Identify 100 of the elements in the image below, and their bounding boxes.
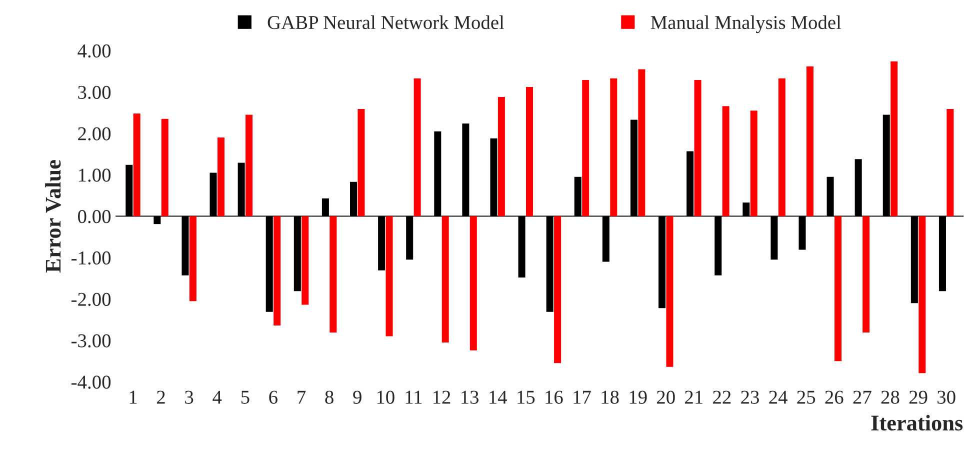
x-tick-label: 8	[325, 390, 334, 404]
y-tick-label: -4.00	[72, 376, 111, 389]
x-tick-label: 23	[741, 390, 759, 404]
x-tick-label: 14	[490, 390, 508, 404]
bar	[806, 66, 814, 216]
bar	[862, 216, 870, 333]
bar	[238, 162, 245, 216]
bar	[518, 216, 526, 278]
bar	[574, 176, 582, 216]
bar	[750, 110, 758, 216]
x-tick-label: 3	[185, 390, 194, 404]
bar	[274, 216, 281, 326]
bar	[182, 216, 189, 276]
bar	[778, 78, 786, 216]
bar	[378, 216, 386, 270]
bar	[462, 123, 470, 216]
bar	[386, 216, 393, 336]
bar	[882, 114, 890, 216]
bar	[189, 216, 196, 302]
y-axis-title: Error Value	[45, 160, 61, 273]
x-tick-label: 24	[769, 390, 788, 404]
bar	[414, 78, 421, 216]
bar	[890, 61, 898, 216]
bar	[350, 182, 358, 216]
x-tick-label: 2	[157, 390, 165, 404]
bar	[322, 198, 329, 216]
bar	[582, 80, 590, 216]
bar	[246, 114, 253, 216]
bar	[610, 78, 618, 216]
bar	[694, 80, 702, 216]
x-tick-label: 7	[298, 390, 306, 404]
x-tick-label: 20	[657, 390, 675, 404]
bar	[266, 216, 273, 312]
bar	[658, 216, 666, 308]
bar	[742, 202, 750, 216]
x-tick-label: 6	[269, 390, 278, 404]
bar	[722, 106, 730, 216]
bar	[154, 216, 161, 224]
y-tick-label: -1.00	[72, 251, 111, 265]
x-axis-title: Iterations	[871, 414, 963, 431]
y-tick-label: 4.00	[78, 44, 111, 58]
bar	[330, 216, 337, 333]
bar	[294, 216, 301, 292]
bar	[854, 159, 862, 216]
y-tick-label: 0.00	[78, 210, 111, 224]
bar	[938, 216, 946, 292]
bar	[442, 216, 449, 342]
x-tick-label: 30	[938, 390, 956, 404]
x-tick-label: 29	[909, 390, 928, 404]
bar	[470, 216, 477, 350]
bar	[498, 96, 505, 216]
bar	[770, 216, 778, 260]
bar	[133, 114, 140, 216]
x-tick-label: 17	[574, 390, 591, 404]
bar	[910, 216, 918, 304]
bar	[714, 216, 722, 276]
x-tick-label: 19	[630, 390, 647, 404]
bar	[798, 216, 806, 250]
y-tick-label: -3.00	[72, 334, 111, 348]
x-tick-label: 1	[130, 390, 137, 404]
bar	[406, 216, 414, 260]
x-tick-label: 15	[518, 390, 535, 404]
bar	[666, 216, 674, 367]
x-tick-label: 27	[853, 390, 872, 404]
bar	[630, 120, 638, 216]
x-tick-label: 5	[241, 390, 250, 404]
bar	[490, 138, 498, 216]
bar	[434, 131, 442, 216]
x-tick-label: 13	[462, 390, 479, 404]
x-tick-label: 11	[406, 390, 422, 404]
bar	[918, 216, 926, 374]
x-tick-label: 28	[881, 390, 900, 404]
bar	[358, 108, 365, 216]
x-tick-label: 16	[546, 390, 563, 404]
bar	[161, 118, 168, 216]
x-tick-label: 25	[797, 390, 816, 404]
x-tick-label: 21	[685, 390, 702, 404]
x-tick-label: 18	[602, 390, 619, 404]
x-tick-label: 10	[377, 390, 394, 404]
bar	[126, 164, 133, 216]
y-tick-label: 2.00	[78, 127, 111, 140]
legend-label: GABP Neural Network Model	[268, 15, 504, 30]
bar	[554, 216, 562, 364]
x-tick-label: 22	[713, 390, 731, 404]
y-tick-label: 1.00	[78, 168, 111, 182]
x-tick-label: 4	[212, 390, 222, 404]
bar	[217, 138, 224, 216]
y-tick-label: 3.00	[78, 86, 111, 100]
y-tick-label: -2.00	[72, 292, 111, 306]
bar	[834, 216, 842, 362]
bar	[546, 216, 554, 312]
x-tick-label: 9	[353, 390, 362, 404]
bar	[686, 151, 694, 216]
bar	[638, 69, 646, 216]
x-tick-label: 26	[825, 390, 844, 404]
bar	[526, 87, 533, 216]
bar	[826, 176, 834, 216]
bar	[302, 216, 309, 305]
x-tick-label: 12	[433, 390, 450, 404]
bar	[602, 216, 610, 262]
